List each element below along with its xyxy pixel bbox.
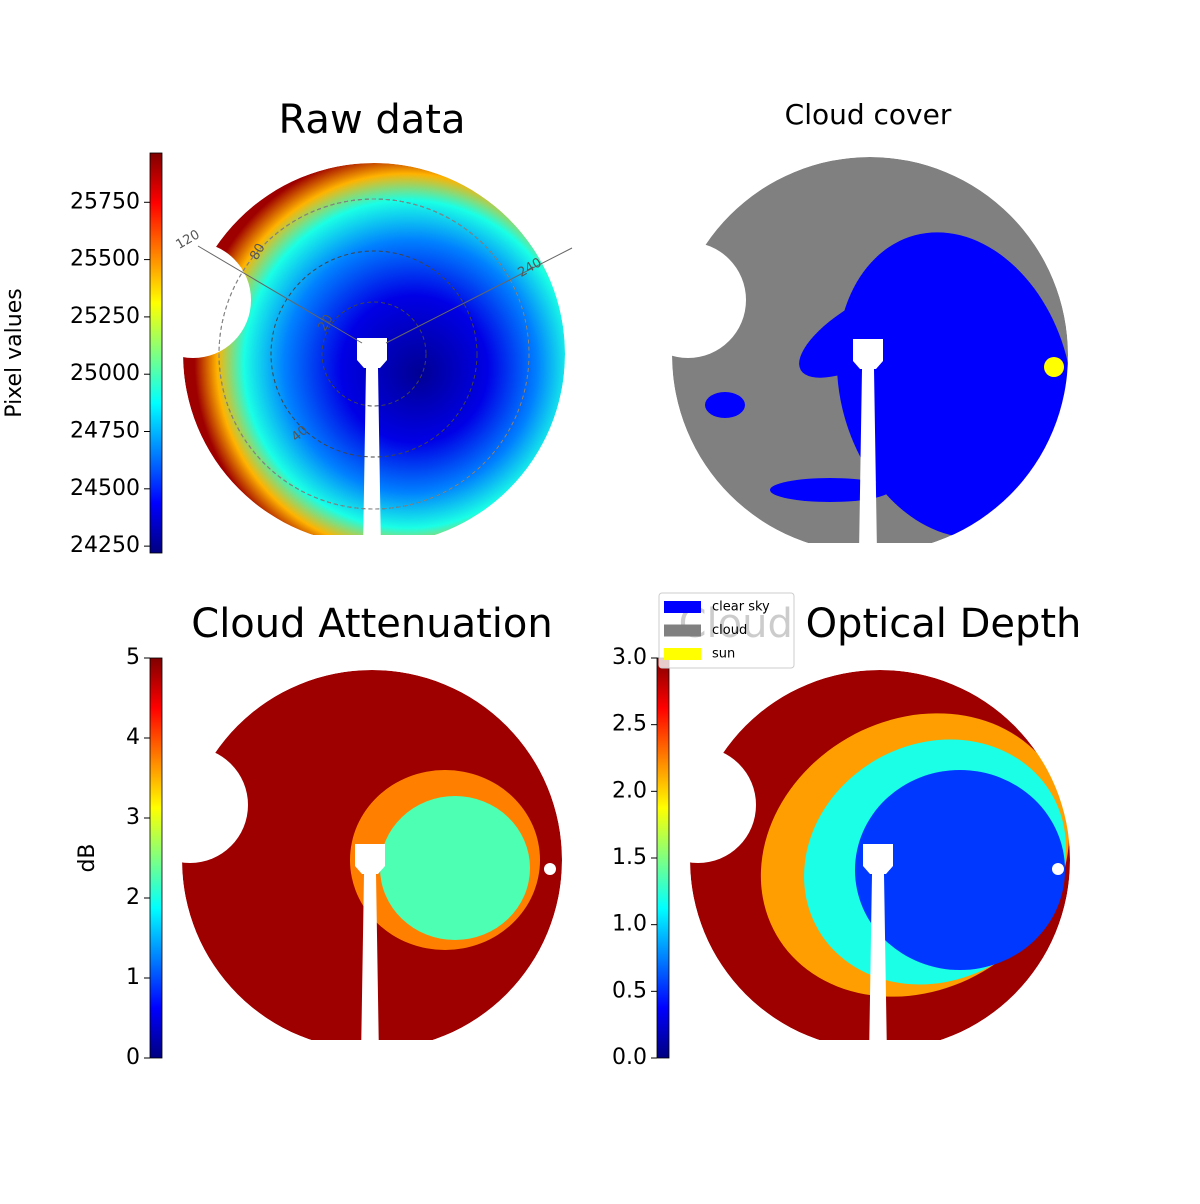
attenuation-core [380, 796, 530, 940]
sky-image [672, 157, 1074, 553]
polar-ring [218, 198, 530, 510]
depth-core [855, 770, 1065, 970]
colorbar-tick-label: 2 [126, 885, 140, 910]
colorbar-tick-label: 3.0 [612, 645, 647, 670]
colorbar-tick-label: 1.5 [612, 845, 647, 870]
legend-swatch [664, 624, 701, 637]
colorbar-tick-label: 0 [126, 1045, 140, 1070]
polar-ring [270, 250, 478, 458]
colorbar-tick-label: 1.0 [612, 912, 647, 937]
colorbar-tick-label: 2.5 [612, 712, 647, 737]
polar-ring [321, 301, 427, 407]
colorbar-label: Pixel values [2, 288, 27, 417]
colorbar-tick-label: 5 [126, 645, 140, 670]
sun-hole [544, 863, 556, 875]
colorbar-tick-label: 24250 [70, 533, 140, 558]
colorbar-tick-label: 0.5 [612, 978, 647, 1003]
colorbar-tick-label: 24500 [70, 476, 140, 501]
legend-swatch [664, 648, 701, 660]
colorbar-tick-label: 25000 [70, 361, 140, 386]
sun-hole [1052, 863, 1064, 875]
clear-sky-area [770, 478, 890, 502]
legend-swatch [664, 601, 701, 613]
colorbar-label: dB [75, 843, 100, 872]
polar-label: 80 [247, 241, 268, 263]
sky-image [690, 670, 1070, 1050]
colorbar-tick-label: 25250 [70, 304, 140, 329]
panel-title: Cloud Attenuation [191, 601, 552, 647]
clear-sky-area [799, 282, 941, 378]
colorbar-tick-label: 25750 [70, 189, 140, 214]
colorbar [656, 657, 670, 1059]
sky-image [183, 163, 565, 545]
colorbar-tick-label: 4 [126, 725, 140, 750]
legend-label: clear sky [712, 600, 770, 615]
colorbar-tick-label: 25500 [70, 247, 140, 272]
sky-fill [183, 163, 565, 545]
panel-title: Raw data [279, 97, 466, 143]
panel-title: Cloud cover [785, 98, 952, 131]
colorbar-tick-label: 3 [126, 805, 140, 830]
polar-label: 20 [315, 312, 336, 334]
colorbar-tick-label: 1 [126, 965, 140, 990]
clear-sky-area [705, 392, 745, 418]
legend-label: sun [712, 647, 735, 662]
polar-axis [197, 245, 363, 344]
polar-axis [385, 247, 573, 344]
colorbar-tick-label: 2.0 [612, 778, 647, 803]
sun [1044, 357, 1064, 377]
sky-image [182, 670, 562, 1050]
colorbar-tick-label: 0.0 [612, 1045, 647, 1070]
legend-label: cloud [712, 623, 747, 638]
colorbar-tick-label: 24750 [70, 419, 140, 444]
colorbar [149, 152, 163, 554]
colorbar [149, 657, 163, 1059]
polar-label: 120 [173, 227, 202, 252]
